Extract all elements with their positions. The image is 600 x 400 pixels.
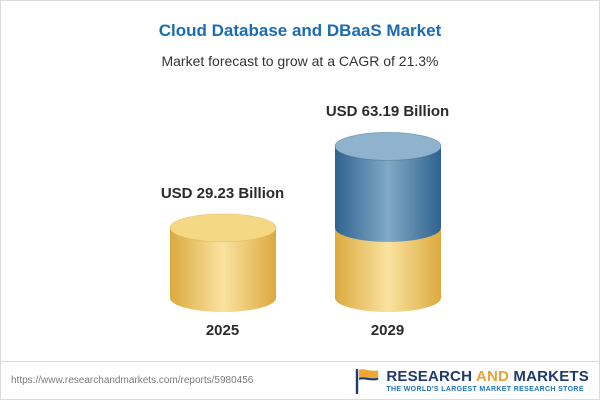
value-label-2029: USD 63.19 Billion: [325, 103, 450, 120]
chart-title: Cloud Database and DBaaS Market: [158, 21, 442, 40]
logo-word-research: RESEARCH: [386, 367, 473, 385]
source-url-link[interactable]: https://www.researchandmarkets.com/repor…: [11, 375, 254, 386]
flag-icon: [353, 366, 381, 396]
logo-tagline: THE WORLD'S LARGEST MARKET RESEARCH STOR…: [386, 385, 584, 393]
cylinder-2029: [332, 131, 444, 313]
research-and-markets-logo: RESEARCH AND MARKETS THE WORLD'S LARGEST…: [353, 366, 589, 396]
chart-subtitle: Market forecast to grow at a CAGR of 21.…: [161, 53, 439, 69]
bar-2025: USD 29.23 Billion 2025: [148, 185, 298, 339]
category-label-2029: 2029: [370, 322, 405, 339]
cylinder-bar-chart: USD 29.23 Billion 2025 USD 63.19 Billion…: [1, 89, 599, 339]
logo-text: RESEARCH AND MARKETS THE WORLD'S LARGEST…: [386, 367, 589, 393]
chart-header: Cloud Database and DBaaS Market Market f…: [1, 1, 599, 69]
footer: https://www.researchandmarkets.com/repor…: [1, 361, 599, 399]
cylinder-2025: [167, 213, 279, 313]
category-label-2025: 2025: [205, 322, 240, 339]
logo-word-markets: MARKETS: [513, 367, 589, 385]
logo-word-and: AND: [475, 367, 510, 385]
value-label-2025: USD 29.23 Billion: [160, 185, 285, 202]
bar-2029: USD 63.19 Billion 2029: [313, 103, 463, 339]
logo-name: RESEARCH AND MARKETS: [386, 367, 589, 385]
